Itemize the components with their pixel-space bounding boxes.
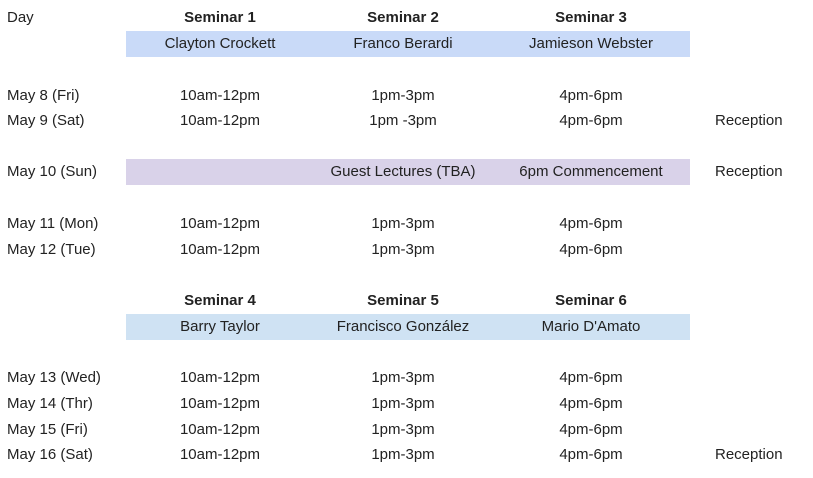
row-seminar-1-time: 10am-12pm [179, 241, 261, 258]
instructor-seminar-1: Clayton Crockett [164, 35, 276, 52]
row-day: May 12 (Tue) [7, 241, 96, 258]
seminar-6-header: Seminar 6 [555, 292, 627, 309]
seminar-1-header: Seminar 1 [184, 9, 256, 26]
row-seminar-5-time: 1pm-3pm [371, 369, 435, 386]
row-seminar-6-time: 4pm-6pm [559, 421, 623, 438]
row-seminar-5-time: 1pm-3pm [371, 421, 435, 438]
row-day: May 11 (Mon) [7, 215, 99, 232]
row-extra: Reception [715, 446, 783, 463]
row-day: May 13 (Wed) [7, 369, 101, 386]
row-seminar-1-time: 10am-12pm [179, 112, 261, 129]
instructor-seminar-3: Jamieson Webster [529, 35, 653, 52]
row-seminar-3-time: 4pm-6pm [559, 215, 623, 232]
row-seminar-2-time: 1pm-3pm [371, 215, 435, 232]
seminar-3-header: Seminar 3 [555, 9, 627, 26]
instructor-seminar-2: Franco Berardi [353, 35, 453, 52]
row-seminar-4-time: 10am-12pm [179, 421, 261, 438]
row-day: May 10 (Sun) [7, 163, 98, 180]
row-seminar-3-time: 6pm Commencement [519, 163, 663, 180]
row-extra: Reception [715, 163, 783, 180]
row-seminar-2-time: 1pm -3pm [369, 112, 437, 129]
row-day: May 15 (Fri) [7, 421, 88, 438]
row-day: May 8 (Fri) [7, 87, 80, 104]
row-day: May 14 (Thr) [7, 395, 93, 412]
row-seminar-6-time: 4pm-6pm [559, 369, 623, 386]
row-seminar-3-time: 4pm-6pm [559, 87, 623, 104]
instructor-seminar-5: Francisco González [336, 318, 470, 335]
row-seminar-4-time: 10am-12pm [179, 395, 261, 412]
row-day: May 9 (Sat) [7, 112, 85, 129]
instructor-seminar-6: Mario D'Amato [541, 318, 641, 335]
instructor-seminar-4: Barry Taylor [180, 318, 260, 335]
row-seminar-1-time: 10am-12pm [179, 215, 261, 232]
row-seminar-2-time: 1pm-3pm [371, 241, 435, 258]
row-seminar-4-time: 10am-12pm [179, 446, 261, 463]
seminar-5-header: Seminar 5 [367, 292, 439, 309]
row-seminar-2-time: Guest Lectures (TBA) [330, 163, 476, 180]
row-seminar-2-time: 1pm-3pm [371, 87, 435, 104]
row-seminar-4-time: 10am-12pm [179, 369, 261, 386]
row-seminar-5-time: 1pm-3pm [371, 446, 435, 463]
seminar-2-header: Seminar 2 [367, 9, 439, 26]
row-seminar-1-time: 10am-12pm [179, 87, 261, 104]
day-column-header: Day [7, 9, 34, 26]
row-day: May 16 (Sat) [7, 446, 93, 463]
row-seminar-6-time: 4pm-6pm [559, 446, 623, 463]
row-seminar-6-time: 4pm-6pm [559, 395, 623, 412]
instructor-band-1 [126, 31, 690, 57]
row-seminar-1-time [127, 162, 313, 182]
row-seminar-3-time: 4pm-6pm [559, 112, 623, 129]
sunday-band [126, 159, 690, 185]
row-extra: Reception [715, 112, 783, 129]
seminar-4-header: Seminar 4 [184, 292, 256, 309]
row-seminar-5-time: 1pm-3pm [371, 395, 435, 412]
instructor-band-2 [126, 314, 690, 340]
row-seminar-3-time: 4pm-6pm [559, 241, 623, 258]
